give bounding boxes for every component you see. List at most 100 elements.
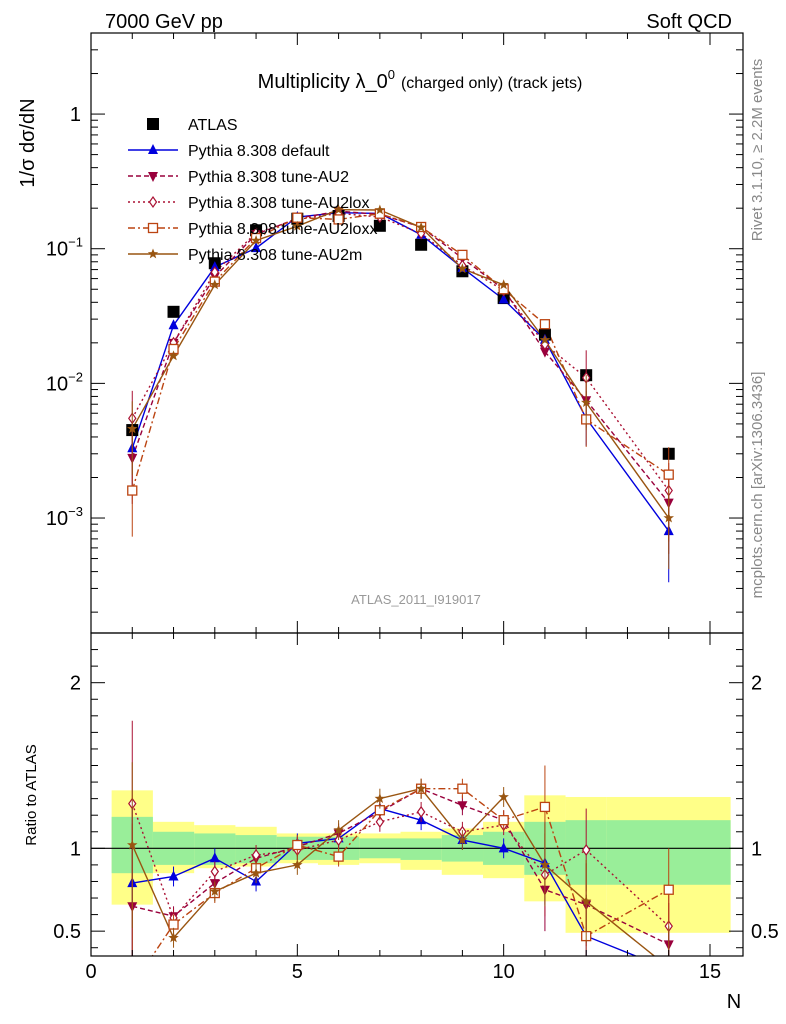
main-plot-area	[91, 33, 743, 633]
ratio-point-series-5	[581, 895, 592, 906]
ratio-point-series-4	[498, 815, 509, 826]
main-point-series-5	[457, 263, 468, 274]
legend-marker	[148, 195, 158, 209]
main-point-series-1	[251, 242, 262, 253]
header-right-label: Soft QCD	[646, 11, 732, 33]
legend-label: Pythia 8.308 default	[188, 143, 330, 160]
ratio-point-series-4	[663, 884, 674, 895]
main-series-markers	[126, 204, 675, 583]
rivet-version-label: Rivet 3.1.10, ≥ 2.2M events	[749, 59, 766, 242]
ratio-point-series-3	[375, 815, 385, 828]
legend-marker	[148, 144, 158, 154]
main-point-series-4	[663, 469, 674, 480]
ratio-point-series-4	[333, 851, 344, 862]
main-point-series-4	[333, 214, 344, 225]
legend-entry: Pythia 8.308 default	[128, 143, 330, 160]
ratio-band-green	[400, 838, 442, 860]
main-point-series-0	[415, 238, 428, 251]
ratio-point-series-4	[457, 783, 468, 794]
legend-label: Pythia 8.308 tune-AU2lox	[188, 195, 369, 212]
main-point-series-4	[127, 485, 138, 496]
main-point-series-5	[168, 350, 179, 361]
legend-entry: Pythia 8.308 tune-AU2lox	[128, 195, 369, 212]
ratio-point-series-4	[168, 919, 179, 930]
main-point-series-4	[539, 319, 551, 330]
mcplots-label: mcplots.cern.ch [arXiv:1306.3436]	[749, 372, 766, 599]
ratio-y-tick-label-left: 1	[70, 838, 81, 860]
main-point-series-5	[250, 235, 262, 245]
ratio-point-series-1	[498, 842, 509, 853]
ratio-point-series-5	[209, 885, 220, 896]
legend-entry: ATLAS	[147, 117, 238, 134]
ratio-frame	[90, 632, 744, 957]
main-point-series-4	[457, 249, 468, 261]
legend-label: ATLAS	[188, 117, 238, 134]
ratio-point-series-5	[664, 962, 675, 972]
ratio-y-tick-label-right: 2	[751, 673, 762, 695]
legend-entry: Pythia 8.308 tune-AU2	[128, 169, 349, 186]
main-point-series-5	[581, 397, 592, 407]
legend-marker	[147, 222, 159, 234]
ratio-point-series-5	[292, 859, 303, 870]
legend-label: Pythia 8.308 tune-AU2loxx	[188, 221, 377, 238]
ratio-point-series-1	[209, 852, 220, 863]
legend-entry: Pythia 8.308 tune-AU2loxx	[128, 221, 377, 238]
ratio-point-series-5	[457, 834, 468, 845]
main-point-series-5	[374, 204, 386, 215]
ratio-point-series-3	[210, 865, 220, 878]
main-point-series-5	[415, 221, 427, 232]
main-y-axis-label: 1/σ dσ/dN	[17, 98, 39, 187]
main-point-series-5	[663, 512, 674, 523]
ratio-y-axis-label: Ratio to ATLAS	[23, 744, 40, 845]
ratio-point-series-5	[539, 859, 551, 870]
x-tick-label: 15	[699, 961, 721, 983]
x-axis-label: N	[727, 991, 741, 1013]
main-y-tick-label: 10−2	[46, 369, 83, 395]
ratio-point-series-4	[292, 839, 303, 851]
x-tick-label: 10	[493, 961, 515, 983]
ratio-y-tick-label-right: 0.5	[751, 921, 779, 943]
main-point-series-2	[539, 347, 550, 358]
legend-label: Pythia 8.308 tune-AU2	[188, 169, 349, 186]
main-plot-background	[91, 33, 743, 633]
ratio-point-series-5	[498, 791, 509, 802]
ratio-point-series-5	[168, 932, 179, 943]
legend: ATLAS Pythia 8.308 default Pythia 8.308 tu…	[128, 117, 377, 264]
main-point-series-5	[292, 220, 303, 231]
ratio-point-series-3	[581, 843, 591, 857]
main-point-series-1	[168, 319, 179, 330]
main-point-series-5	[539, 334, 551, 345]
legend-marker	[148, 172, 158, 182]
ratio-point-series-2	[457, 801, 468, 812]
chart-title: Multiplicity λ_00(charged only) (track j…	[258, 67, 583, 93]
ratio-y-tick-label-left: 2	[70, 673, 81, 695]
ratio-y-tick-label-right: 1	[751, 838, 762, 860]
main-point-series-1	[498, 293, 509, 304]
ratio-point-series-3	[416, 805, 426, 818]
main-point-series-5	[209, 279, 220, 290]
ratio-point-series-1	[168, 870, 179, 881]
main-point-series-0	[167, 305, 180, 318]
axes: 0 5 10 15 1 10−1 10−2 10−3 0.5 0.5 1 1 2 2	[46, 32, 779, 983]
analysis-watermark: ATLAS_2011_I919017	[351, 592, 481, 607]
ratio-point-series-5	[333, 824, 344, 835]
main-point-series-5	[498, 279, 509, 290]
legend-marker	[147, 118, 159, 130]
main-point-series-5	[333, 204, 344, 215]
main-y-tick-label: 1	[70, 104, 81, 126]
ratio-point-series-4	[128, 981, 137, 990]
legend-marker	[147, 248, 159, 259]
ratio-point-series-5	[374, 793, 386, 804]
main-point-series-0	[373, 219, 386, 232]
main-y-tick-label: 10−3	[46, 504, 83, 530]
ratio-point-series-5	[250, 867, 262, 878]
ratio-point-series-5	[127, 839, 138, 850]
legend-label: Pythia 8.308 tune-AU2m	[188, 247, 362, 264]
ratio-point-series-1	[664, 963, 674, 973]
main-point-series-5	[127, 423, 138, 434]
ratio-point-series-5	[415, 783, 427, 794]
header-left-label: 7000 GeV pp	[105, 11, 223, 33]
ratio-point-series-4	[539, 801, 551, 813]
x-tick-label: 5	[292, 961, 303, 983]
